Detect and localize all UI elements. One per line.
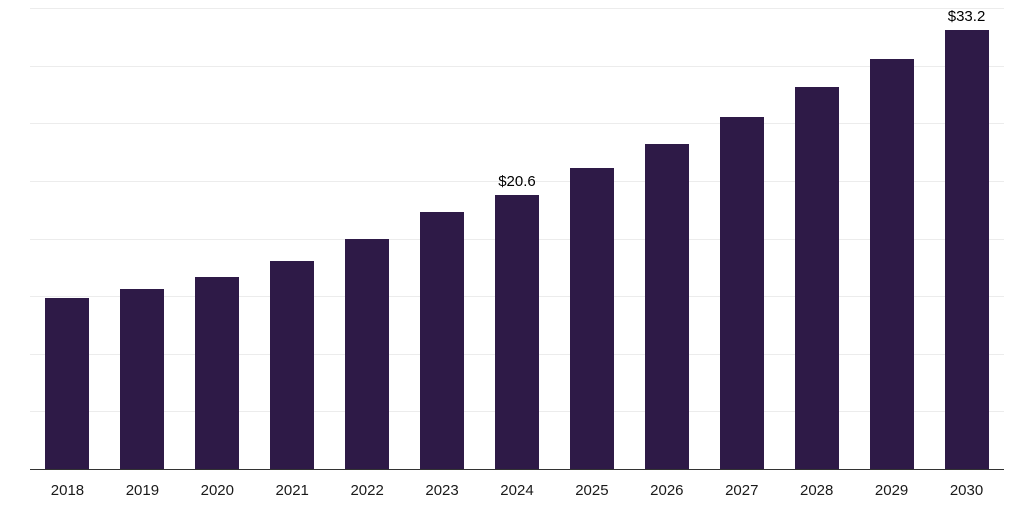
- x-axis-label-2026: 2026: [650, 482, 684, 499]
- bar-slot-2020: [180, 8, 255, 469]
- bar-2024: [494, 194, 539, 469]
- bar-slot-2030: $33.2: [929, 8, 1004, 469]
- bar-slot-2022: [330, 8, 405, 469]
- x-axis: 2018 2019 2020 2021 2022 2023 2024 2025 2026 2027…: [30, 482, 1004, 502]
- bar-slot-2025: [554, 8, 629, 469]
- x-axis-label-2022: 2022: [350, 482, 384, 499]
- gridline: [30, 8, 1004, 9]
- bar-value-label-2030: $33.2: [947, 8, 986, 25]
- x-axis-label-2018: 2018: [50, 482, 85, 499]
- bar-slot-2023: [405, 8, 480, 469]
- bar-2030: [944, 30, 989, 469]
- bar-2022: [345, 238, 390, 469]
- bar-slot-2029: [854, 8, 929, 469]
- x-axis-label-2027: 2027: [725, 482, 759, 499]
- x-axis-label-2019: 2019: [125, 482, 160, 499]
- bar-2019: [120, 289, 165, 469]
- x-axis-label-2020: 2020: [200, 482, 234, 499]
- bar-slot-2018: [30, 8, 105, 469]
- bar-slot-2019: [105, 8, 180, 469]
- x-axis-label-2024: 2024: [500, 482, 534, 499]
- x-axis-label-2030: 2030: [949, 482, 984, 499]
- x-axis-label-2023: 2023: [425, 482, 459, 499]
- bar-slot-2021: [255, 8, 330, 469]
- gridline: [30, 123, 1004, 125]
- bar-2029: [869, 58, 914, 469]
- bar-2020: [195, 277, 240, 469]
- bar-2021: [270, 261, 315, 469]
- plot-area: $20.6 $33.2: [30, 8, 1004, 470]
- bar-2018: [45, 298, 90, 469]
- bar-value-label-2024: $20.6: [498, 172, 536, 190]
- bar-2028: [794, 86, 839, 469]
- bar-slot-2028: [779, 8, 854, 469]
- bars-container: $20.6 $33.2: [30, 8, 1004, 469]
- gridline: [30, 65, 1004, 67]
- x-axis-label-2028: 2028: [799, 482, 834, 499]
- bar-2027: [719, 117, 764, 469]
- bar-slot-2024: $20.6: [480, 8, 555, 469]
- x-axis-label-2021: 2021: [275, 482, 309, 499]
- bar-2025: [569, 167, 614, 469]
- bar-2023: [420, 211, 465, 469]
- bar-slot-2026: [629, 8, 704, 469]
- gridline: [30, 180, 1004, 182]
- bar-2026: [644, 143, 689, 469]
- x-axis-label-2029: 2029: [874, 482, 909, 499]
- bar-slot-2027: [704, 8, 779, 469]
- x-axis-label-2025: 2025: [575, 482, 609, 499]
